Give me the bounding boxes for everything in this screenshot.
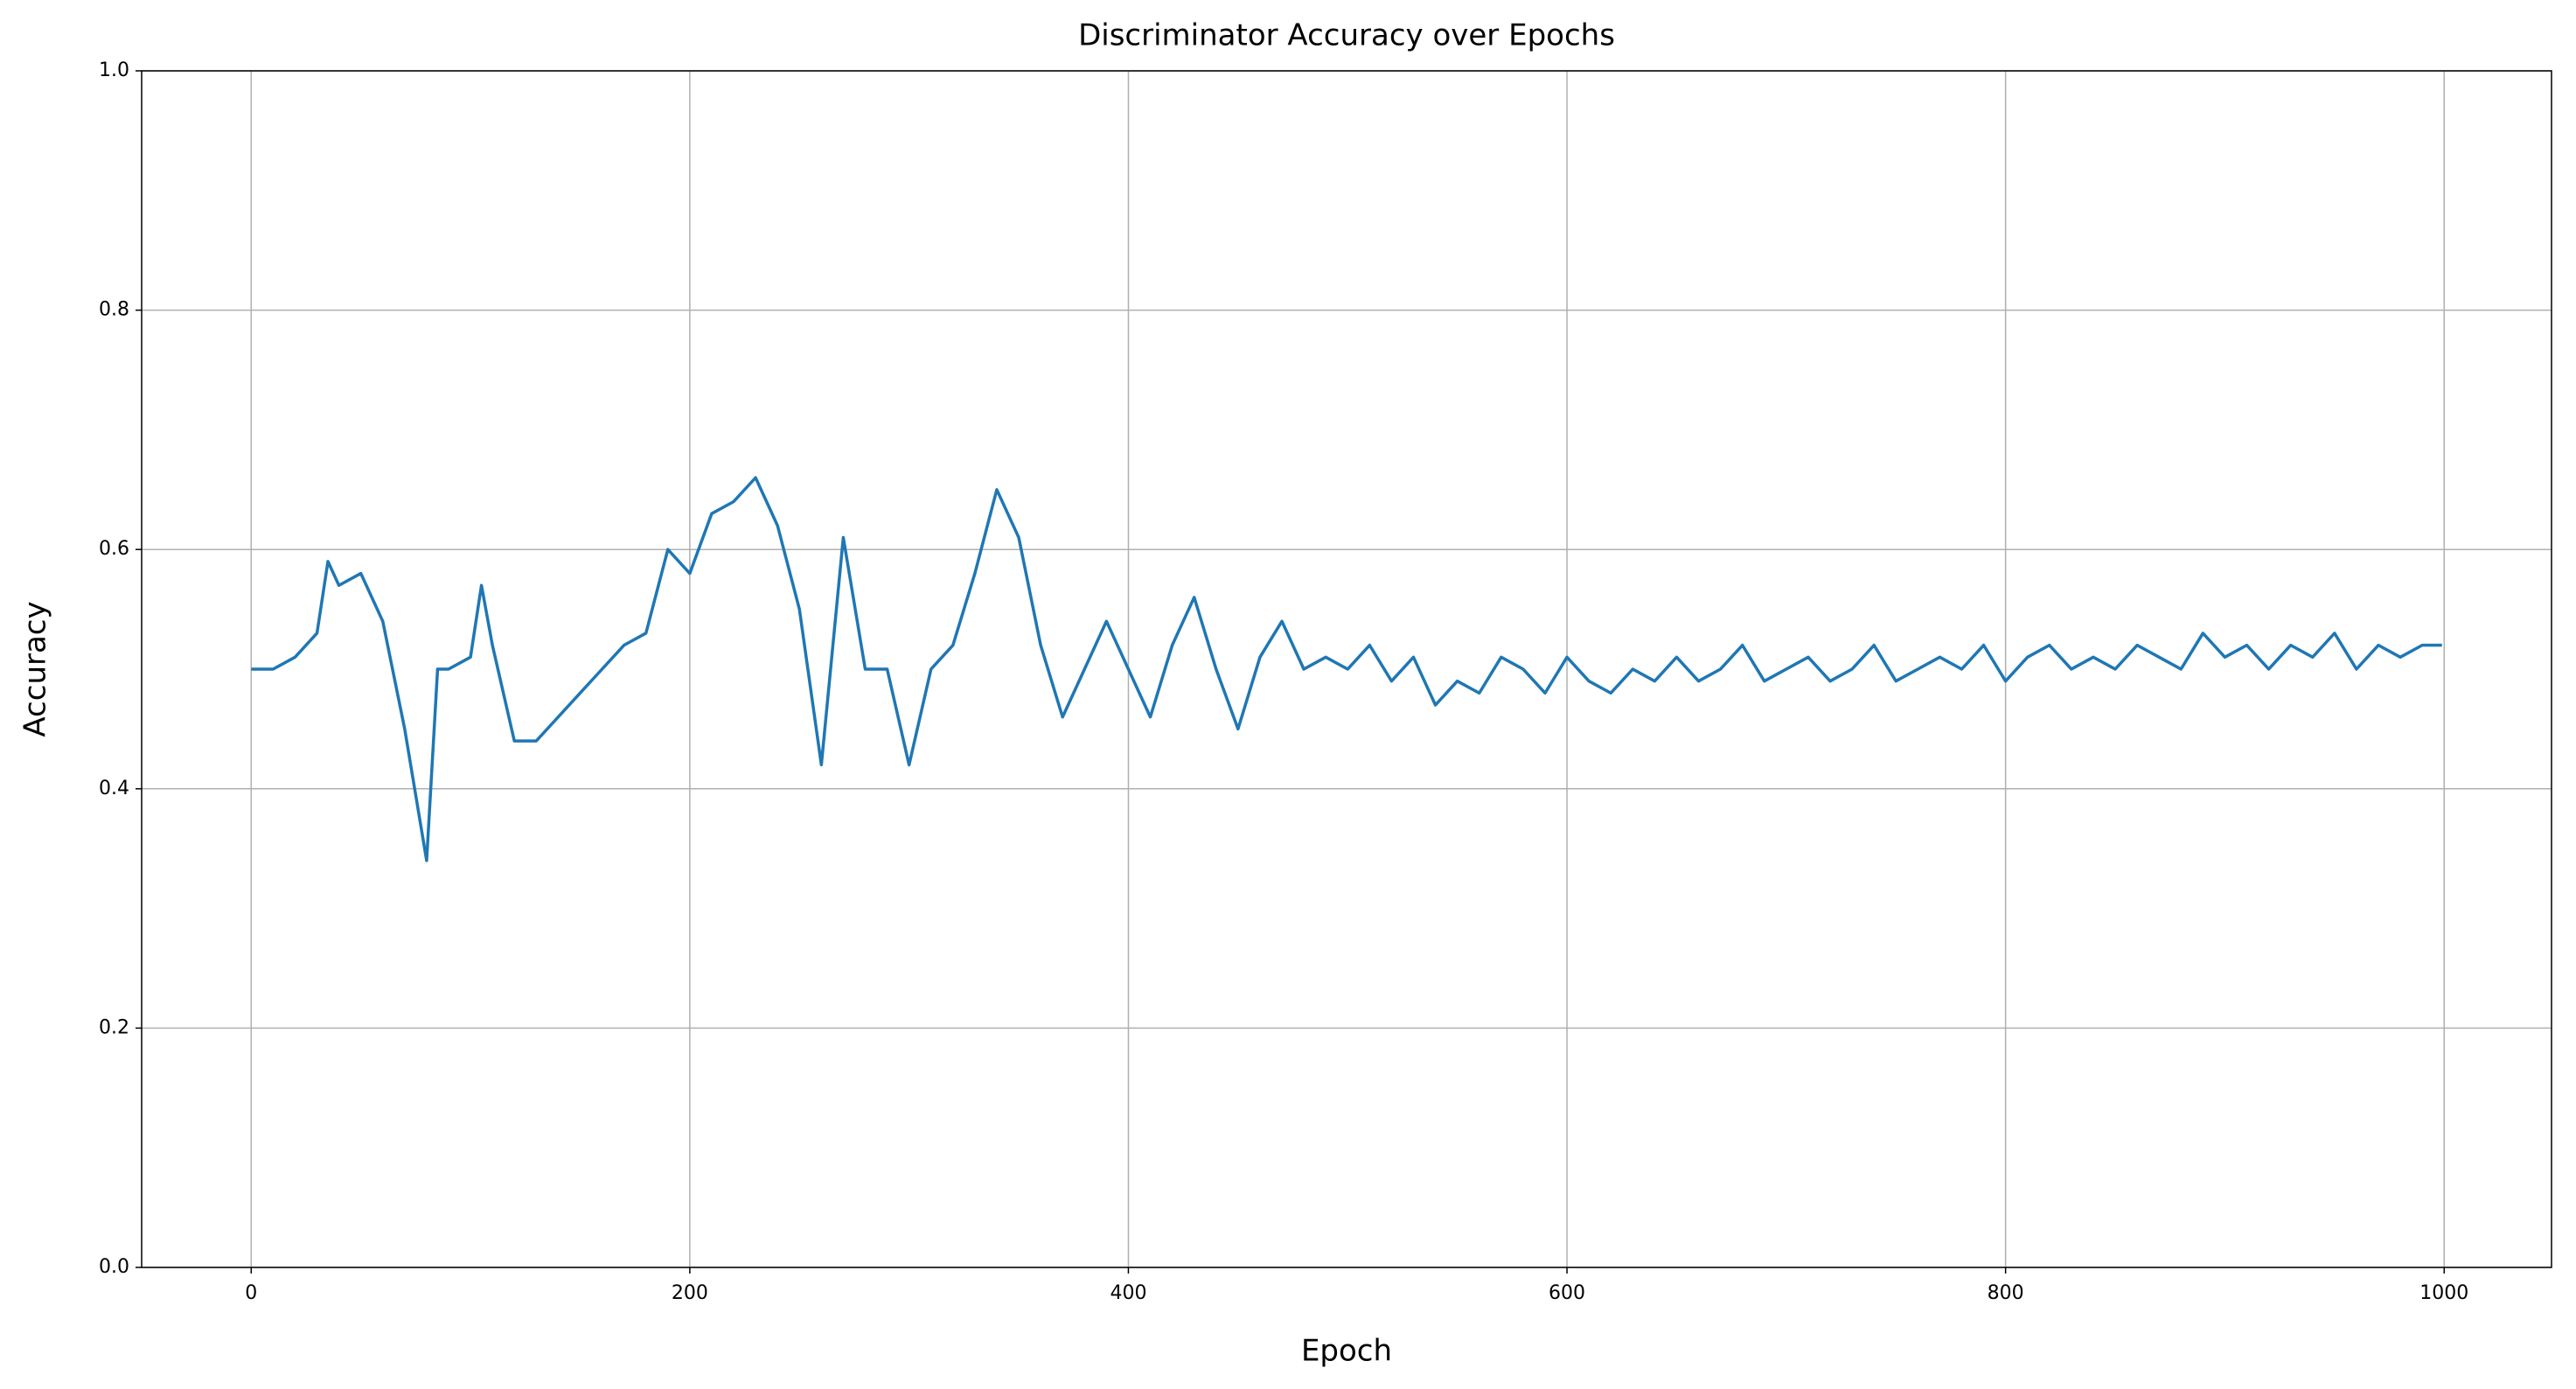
y-axis-label: Accuracy (18, 601, 53, 736)
plot-frame (141, 70, 2552, 1268)
x-tick-label: 200 (672, 1282, 708, 1304)
y-tick-label: 0.8 (99, 299, 129, 321)
x-tick-label: 0 (245, 1282, 257, 1304)
y-tick-label: 0.0 (99, 1256, 129, 1278)
x-tick-label: 400 (1110, 1282, 1146, 1304)
chart-title: Discriminator Accuracy over Epochs (1078, 18, 1615, 53)
y-tick-label: 0.4 (99, 778, 129, 799)
y-tick-label: 1.0 (99, 59, 129, 81)
x-tick-label: 800 (1988, 1282, 2024, 1304)
x-axis-label: Epoch (1301, 1334, 1392, 1369)
y-tick-label: 0.2 (99, 1016, 129, 1038)
y-tick-label: 0.6 (99, 538, 129, 560)
data-line (251, 476, 2442, 862)
x-tick-label: 1000 (2419, 1282, 2468, 1304)
x-tick-label: 600 (1549, 1282, 1585, 1304)
